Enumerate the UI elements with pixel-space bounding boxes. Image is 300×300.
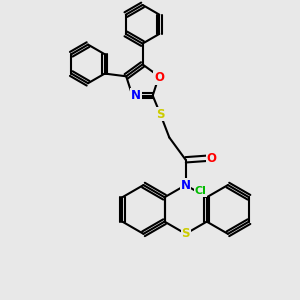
- Text: N: N: [131, 89, 141, 102]
- Text: S: S: [156, 108, 165, 121]
- Text: Cl: Cl: [194, 186, 206, 196]
- Text: S: S: [182, 227, 190, 240]
- Text: N: N: [181, 178, 191, 192]
- Text: O: O: [207, 152, 217, 165]
- Text: O: O: [154, 71, 164, 84]
